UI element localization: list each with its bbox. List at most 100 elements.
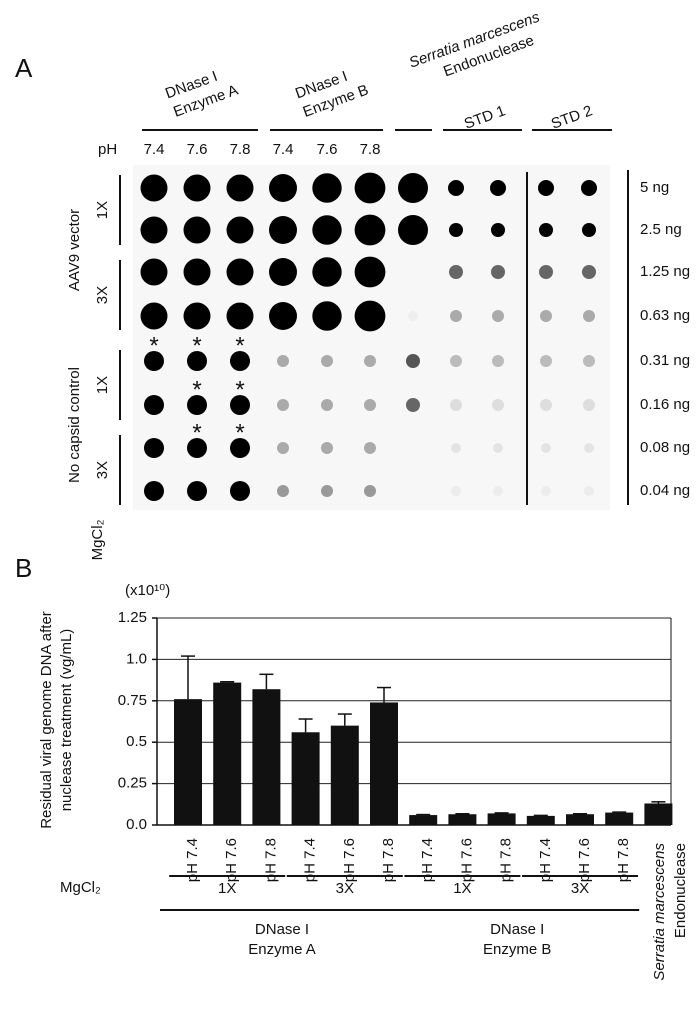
ph-value: 7.8 bbox=[230, 141, 251, 158]
x-tick-label: pH 7.4 bbox=[537, 838, 554, 882]
blot-dot bbox=[226, 258, 254, 286]
blot-dot bbox=[187, 481, 207, 501]
ph-value: 7.8 bbox=[360, 141, 381, 158]
x-tick-label: pH 7.6 bbox=[223, 838, 240, 882]
blot-dot bbox=[321, 485, 333, 497]
blot-dot bbox=[230, 351, 250, 371]
blot-dot bbox=[144, 438, 164, 458]
blot-dot bbox=[183, 302, 211, 330]
blot-dot bbox=[230, 438, 250, 458]
blot-dot bbox=[540, 310, 552, 322]
blot-dot bbox=[183, 174, 211, 202]
blot-dot bbox=[144, 395, 164, 415]
x-tick-label: pH 7.8 bbox=[262, 838, 279, 882]
asterisk: * bbox=[235, 332, 244, 359]
asterisk: * bbox=[235, 376, 244, 403]
multiplier: (x10¹⁰) bbox=[125, 582, 170, 599]
bar bbox=[370, 702, 398, 825]
x-tick-label: pH 7.6 bbox=[341, 838, 358, 882]
x-tick-label: pH 7.6 bbox=[576, 838, 593, 882]
enzyme-label: Endonuclease bbox=[672, 843, 689, 938]
blot-dot bbox=[140, 216, 168, 244]
blot-dot bbox=[492, 355, 504, 367]
blot-dot bbox=[183, 216, 211, 244]
blot-dot bbox=[449, 223, 463, 237]
blot-dot bbox=[364, 442, 376, 454]
blot-dot bbox=[277, 399, 289, 411]
row-subgroup-label: 3X bbox=[94, 461, 111, 479]
row-subgroup-label: 3X bbox=[94, 286, 111, 304]
y-axis-label: nuclease treatment (vg/mL) bbox=[58, 629, 75, 812]
bar bbox=[644, 803, 673, 825]
blot-dot bbox=[354, 214, 386, 246]
blot-dot bbox=[321, 355, 333, 367]
ph-value: 7.4 bbox=[273, 141, 294, 158]
enzyme-label: Enzyme A bbox=[248, 941, 316, 958]
blot-dot bbox=[144, 351, 164, 371]
blot-dot bbox=[321, 442, 333, 454]
blot-dot bbox=[364, 355, 376, 367]
bar bbox=[330, 725, 359, 825]
mgcl2-label: MgCl₂ bbox=[89, 519, 106, 560]
asterisk: * bbox=[149, 332, 158, 359]
blot-dot bbox=[581, 180, 597, 196]
x-tick-label: pH 7.4 bbox=[302, 838, 319, 882]
row-group-label: No capsid control bbox=[66, 367, 83, 483]
blot-dot bbox=[140, 174, 168, 202]
blot-dot bbox=[277, 485, 289, 497]
blot-dot bbox=[187, 438, 207, 458]
blot-dot bbox=[583, 355, 595, 367]
asterisk: * bbox=[192, 332, 201, 359]
blot-dot bbox=[140, 258, 168, 286]
blot-dot bbox=[492, 310, 504, 322]
blot-dot bbox=[354, 300, 386, 332]
blot-dot bbox=[584, 486, 594, 496]
blot-dot bbox=[406, 354, 420, 368]
y-tick-label: 0.25 bbox=[118, 775, 147, 792]
blot-dot bbox=[269, 174, 297, 202]
bar bbox=[526, 815, 555, 825]
blot-dot bbox=[364, 399, 376, 411]
ph-value: 7.6 bbox=[187, 141, 208, 158]
mgcl2-group: 1X bbox=[218, 880, 236, 897]
row-group-label: AAV9 vector bbox=[66, 209, 83, 291]
mgcl2-group: 1X bbox=[453, 880, 471, 897]
blot-dot bbox=[539, 223, 553, 237]
blot-dot bbox=[491, 265, 505, 279]
blot-dot bbox=[230, 395, 250, 415]
blot-dot bbox=[493, 443, 503, 453]
blot-dot bbox=[187, 395, 207, 415]
y-tick-label: 1.25 bbox=[118, 609, 147, 626]
blot-dot bbox=[450, 310, 462, 322]
x-tick-label: pH 7.8 bbox=[615, 838, 632, 882]
blot-dot bbox=[583, 399, 595, 411]
blot-dot bbox=[269, 216, 297, 244]
blot-dot bbox=[582, 223, 596, 237]
x-tick-label: pH 7.6 bbox=[458, 838, 475, 882]
bar bbox=[174, 699, 202, 825]
blot-dot bbox=[449, 265, 463, 279]
blot-dot bbox=[354, 256, 386, 288]
x-tick-label: pH 7.4 bbox=[419, 838, 436, 882]
asterisk: * bbox=[192, 376, 201, 403]
blot-dot bbox=[226, 216, 254, 244]
blot-dot bbox=[312, 301, 342, 331]
bar bbox=[409, 815, 438, 825]
blot-dot bbox=[408, 311, 418, 321]
ph-value: 7.4 bbox=[144, 141, 165, 158]
blot-dot bbox=[451, 443, 461, 453]
asterisk: * bbox=[192, 419, 201, 446]
amount-label: 1.25 ng bbox=[640, 263, 690, 280]
blot-dot bbox=[406, 398, 420, 412]
amount-label: 0.08 ng bbox=[640, 439, 690, 456]
x-tick-label: pH 7.4 bbox=[184, 838, 201, 882]
bar bbox=[252, 689, 281, 825]
enzyme-label: DNase I bbox=[255, 921, 309, 938]
blot-dot bbox=[312, 215, 342, 245]
blot-dot bbox=[312, 173, 342, 203]
blot-dot bbox=[538, 180, 554, 196]
y-tick-label: 0.75 bbox=[118, 692, 147, 709]
bar bbox=[605, 812, 634, 825]
blot-dot bbox=[492, 399, 504, 411]
panel-label: A bbox=[15, 53, 33, 83]
